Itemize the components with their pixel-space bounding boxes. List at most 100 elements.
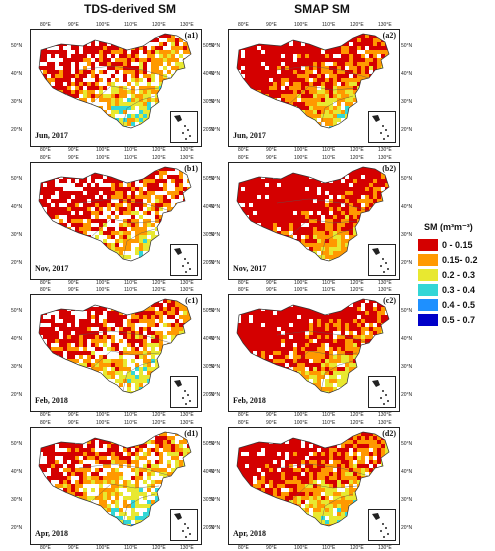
longitude-tick-label: 90°E [266,287,277,293]
latitude-tick-label: 20°N [209,392,220,398]
legend-swatch [418,284,438,296]
map-panel: (d1)Apr, 2018 [30,427,202,545]
latitude-tick-label: 50°N [401,43,412,49]
latitude-tick-label: 20°N [11,127,22,133]
latitude-tick-label: 50°N [11,308,22,314]
latitude-tick-label: 50°N [11,176,22,182]
legend-title: SM (m³m⁻³) [424,222,494,233]
latitude-tick-label: 40°N [401,336,412,342]
longitude-tick-label: 120°E [350,22,364,28]
longitude-tick-label: 120°E [350,420,364,426]
longitude-tick-label: 80°E [238,420,249,426]
longitude-tick-label: 100°E [96,545,110,551]
longitude-tick-label: 100°E [294,155,308,161]
legend-item: 0 - 0.15 [418,237,494,252]
longitude-tick-label: 100°E [96,287,110,293]
longitude-tick-label: 130°E [180,545,194,551]
longitude-tick-label: 110°E [124,420,137,426]
panel-date: Apr, 2018 [233,529,266,538]
longitude-tick-label: 130°E [378,280,392,286]
longitude-tick-label: 90°E [266,155,277,161]
panel-date: Jun, 2017 [35,131,68,140]
longitude-tick-label: 110°E [124,280,137,286]
latitude-tick-label: 20°N [209,260,220,266]
south-china-sea-inset [368,244,396,276]
latitude-tick-label: 30°N [401,99,412,105]
latitude-tick-label: 40°N [11,71,22,77]
latitude-tick-label: 30°N [209,99,220,105]
latitude-tick-label: 40°N [209,204,220,210]
legend-swatch [418,269,438,281]
longitude-tick-label: 130°E [180,155,194,161]
latitude-tick-label: 40°N [11,204,22,210]
map-panel: (a1) Jun, 2017 [30,29,202,147]
longitude-tick-label: 110°E [124,412,137,418]
longitude-tick-label: 100°E [294,287,308,293]
longitude-tick-label: 110°E [124,147,137,153]
longitude-tick-label: 90°E [68,280,79,286]
latitude-tick-label: 50°N [209,43,220,49]
latitude-tick-label: 30°N [401,497,412,503]
south-china-sea-inset [170,244,198,276]
panel-label: (b1) [184,164,198,173]
longitude-tick-label: 100°E [294,147,308,153]
longitude-tick-label: 80°E [238,280,249,286]
longitude-tick-label: 110°E [124,287,137,293]
latitude-tick-label: 30°N [209,497,220,503]
longitude-tick-label: 80°E [238,147,249,153]
longitude-tick-label: 80°E [40,280,51,286]
latitude-tick-label: 40°N [401,204,412,210]
longitude-tick-label: 80°E [238,287,249,293]
legend-label: 0.2 - 0.3 [442,270,475,280]
longitude-tick-label: 80°E [40,287,51,293]
legend-label: 0.4 - 0.5 [442,300,475,310]
latitude-tick-label: 50°N [209,441,220,447]
south-china-sea-inset [368,111,396,143]
longitude-tick-label: 80°E [40,155,51,161]
latitude-tick-label: 20°N [209,525,220,531]
left-column-title: TDS-derived SM [40,2,220,16]
longitude-tick-label: 120°E [350,280,364,286]
latitude-tick-label: 30°N [11,364,22,370]
longitude-tick-label: 100°E [96,412,110,418]
longitude-tick-label: 130°E [180,22,194,28]
map-panel: (b2)Nov, 2017 [228,162,400,280]
longitude-tick-label: 100°E [294,420,308,426]
longitude-tick-label: 80°E [238,22,249,28]
latitude-tick-label: 30°N [11,497,22,503]
latitude-tick-label: 40°N [11,469,22,475]
longitude-tick-label: 100°E [294,22,308,28]
latitude-tick-label: 40°N [209,469,220,475]
longitude-tick-label: 120°E [152,147,166,153]
latitude-tick-label: 30°N [209,364,220,370]
legend-item: 0.5 - 0.7 [418,312,494,327]
longitude-tick-label: 130°E [180,412,194,418]
longitude-tick-label: 90°E [266,412,277,418]
longitude-tick-label: 100°E [96,155,110,161]
map-panel: (b1)Nov, 2017 [30,162,202,280]
latitude-tick-label: 30°N [401,364,412,370]
latitude-tick-label: 40°N [401,469,412,475]
south-china-sea-inset [170,111,198,143]
longitude-tick-label: 90°E [266,280,277,286]
latitude-tick-label: 20°N [401,127,412,133]
latitude-tick-label: 20°N [401,525,412,531]
longitude-tick-label: 110°E [124,22,137,28]
map-panel: (c2)Feb, 2018 [228,294,400,412]
longitude-tick-label: 90°E [266,545,277,551]
longitude-tick-label: 90°E [68,287,79,293]
map-panel: (c1)Feb, 2018 [30,294,202,412]
longitude-tick-label: 100°E [294,545,308,551]
longitude-tick-label: 130°E [378,287,392,293]
panel-label: (a1) [185,31,198,40]
longitude-tick-label: 120°E [152,545,166,551]
longitude-tick-label: 80°E [40,545,51,551]
legend-swatch [418,314,438,326]
longitude-tick-label: 90°E [68,147,79,153]
longitude-tick-label: 110°E [322,155,335,161]
longitude-tick-label: 120°E [152,420,166,426]
latitude-tick-label: 40°N [401,71,412,77]
south-china-sea-inset [170,376,198,408]
latitude-tick-label: 50°N [11,441,22,447]
